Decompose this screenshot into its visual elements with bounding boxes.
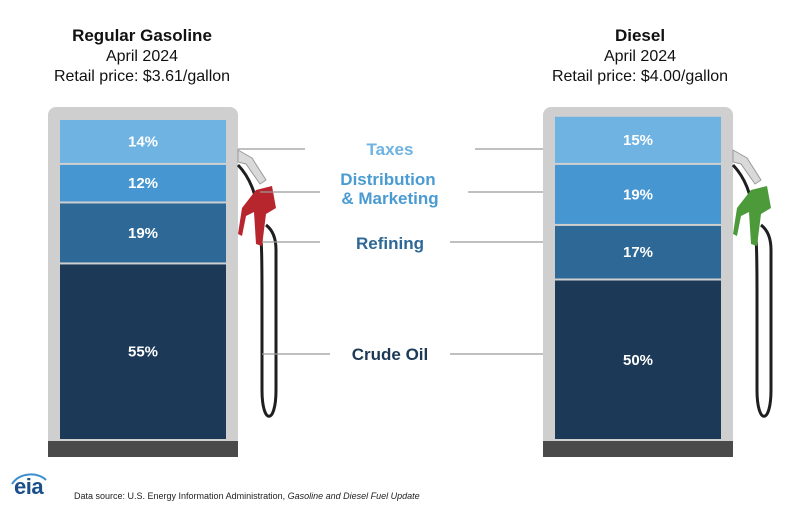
data-source: Data source: U.S. Energy Information Adm… (74, 491, 420, 501)
diesel-crude-oil-value-label: 50% (623, 352, 653, 369)
diesel-distribution-value-label: 19% (623, 186, 653, 203)
gasoline-distribution-segment (60, 164, 226, 202)
diesel-nozzle-neck (732, 149, 762, 185)
distribution-label-line1: Distribution (340, 170, 435, 189)
data-source-name: Gasoline and Diesel Fuel Update (287, 491, 420, 501)
gasoline-taxes-segment (60, 120, 226, 163)
connector-lines (238, 148, 543, 355)
diesel-date: April 2024 (603, 48, 677, 65)
gasoline-date: April 2024 (105, 48, 179, 65)
diesel-pump-base (543, 441, 733, 457)
eia-logo-arc-icon (11, 473, 47, 485)
diesel-crude-oil-segment (555, 280, 721, 439)
distribution-label-line2: & Marketing (341, 189, 438, 208)
gasoline-title: Regular Gasoline (72, 26, 212, 45)
diesel-title: Diesel (614, 26, 666, 45)
data-source-prefix: Data source: U.S. Energy Information Adm… (74, 491, 288, 501)
gasoline-refining-value-label: 19% (128, 225, 158, 242)
diesel-refining-segment (555, 225, 721, 279)
gasoline-crude-oil-segment (60, 264, 226, 439)
gasoline-header: Regular Gasoline April 2024 Retail price… (12, 25, 272, 87)
gasoline-refining-segment (60, 203, 226, 263)
gasoline-taxes-value-label: 14% (128, 133, 158, 150)
crude-oil-label: Crude Oil (352, 345, 429, 364)
diesel-header: Diesel April 2024 Retail price: $4.00/ga… (510, 25, 770, 87)
eia-logo: eia (14, 474, 44, 499)
diesel-price: Retail price: $4.00/gallon (551, 68, 729, 85)
diesel-nozzle-icon (733, 186, 771, 246)
gasoline-pump-base (48, 441, 238, 457)
diesel-refining-value-label: 17% (623, 244, 653, 261)
gasoline-distribution-value-label: 12% (128, 175, 158, 192)
gasoline-nozzle-icon (238, 186, 276, 246)
diesel-taxes-segment (555, 116, 721, 163)
diesel-distribution-segment (555, 164, 721, 224)
gasoline-nozzle-neck (237, 149, 267, 185)
refining-label: Refining (356, 234, 424, 253)
taxes-label: Taxes (367, 140, 414, 159)
gasoline-price: Retail price: $3.61/gallon (53, 68, 231, 85)
pump-chart: 55% 19% 12% 14% 50% 17% 19% 15% Taxes Distribut… (48, 107, 773, 457)
diesel-taxes-value-label: 15% (623, 132, 653, 149)
gasoline-crude-oil-value-label: 55% (128, 344, 158, 361)
